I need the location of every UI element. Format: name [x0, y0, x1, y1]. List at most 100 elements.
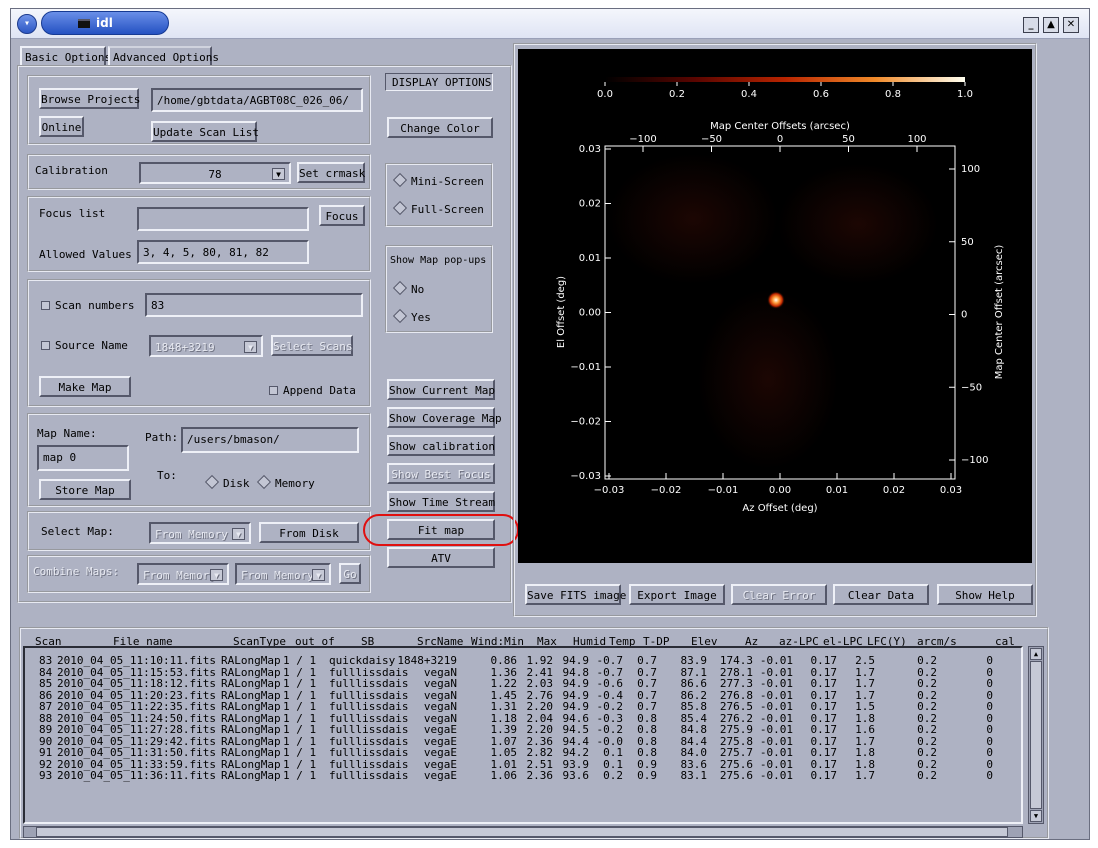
- scroll-down-icon[interactable]: ▼: [1030, 810, 1042, 822]
- scroll-thumb[interactable]: [1030, 661, 1042, 809]
- popups-yes-radio[interactable]: Yes: [392, 308, 431, 324]
- horizontal-scrollbar[interactable]: [23, 826, 1023, 838]
- store-path-field[interactable]: /users/bmason/: [181, 427, 359, 453]
- map-name-input[interactable]: map 0: [37, 445, 129, 471]
- table-cell: 2.51: [526, 757, 554, 771]
- window-menu-button[interactable]: ▾: [17, 14, 37, 34]
- vertical-scrollbar[interactable]: ▲ ▼: [1028, 646, 1044, 824]
- table-cell: 1.8: [855, 746, 875, 759]
- chevron-down-icon: ▼: [244, 341, 257, 353]
- select-scans-button[interactable]: Select Scans: [271, 335, 353, 356]
- make-map-button[interactable]: Make Map: [39, 376, 131, 397]
- table-cell: 0.17: [810, 677, 838, 690]
- path-label: Path:: [145, 431, 179, 444]
- table-row[interactable]: 83 2010_04_05_11:10:11.fits RALongMap 1 / 1…: [25, 654, 1015, 667]
- browse-projects-button[interactable]: Browse Projects: [39, 88, 140, 109]
- show-help-button[interactable]: Show Help: [937, 584, 1033, 605]
- full-screen-radio[interactable]: Full-Screen: [392, 200, 484, 216]
- clear-error-button[interactable]: Clear Error: [731, 584, 827, 605]
- table-cell: 85.4: [680, 711, 708, 725]
- table-cell: 1.01: [490, 757, 518, 771]
- select-map-memory-dropdown[interactable]: From Memory ▼: [149, 522, 251, 544]
- table-row[interactable]: 89 2010_04_05_11:27:28.fits RALongMap 1 / 1…: [25, 723, 1015, 736]
- bottom-tick-label: 0.03: [940, 485, 962, 496]
- combine-maps-label: Combine Maps:: [33, 565, 120, 578]
- source-name-checkbox[interactable]: Source Name: [41, 339, 128, 352]
- maximize-button[interactable]: ▲: [1043, 17, 1059, 33]
- column-header: SB: [361, 635, 375, 648]
- online-button[interactable]: Online: [39, 116, 84, 137]
- save-fits-image-button[interactable]: Save FITS image: [525, 584, 626, 605]
- combine-go-button[interactable]: Go: [339, 563, 361, 584]
- calibration-dropdown[interactable]: 78 ▼: [139, 162, 291, 184]
- table-cell: 0: [986, 734, 993, 748]
- table-cell: 0.2: [917, 769, 937, 782]
- change-color-button[interactable]: Change Color: [387, 117, 493, 138]
- clear-data-button[interactable]: Clear Data: [833, 584, 929, 605]
- table-cell: 1.92: [526, 654, 554, 667]
- table-cell: RALongMap: [221, 700, 281, 713]
- fit-map-button[interactable]: Fit map: [387, 519, 495, 540]
- combine-memory-dropdown-1[interactable]: From Memory ▼: [137, 563, 229, 585]
- scan-numbers-input[interactable]: 83: [145, 293, 363, 317]
- tab-basic-options[interactable]: Basic Options: [20, 46, 111, 67]
- memory-radio[interactable]: Memory: [256, 474, 315, 490]
- show-current-map-button[interactable]: Show Current Map: [387, 379, 495, 400]
- map-plot[interactable]: 0.0 0.2 0.4 0.6 0.8 1.0 −0.03 −0.02 −0.01 0.00 0.…: [518, 49, 1032, 563]
- export-image-button[interactable]: Export Image: [629, 584, 725, 605]
- table-row[interactable]: 85 2010_04_05_11:18:12.fits RALongMap 1 / 1…: [25, 677, 1015, 690]
- focus-list-input[interactable]: [137, 207, 309, 231]
- table-cell: 0.7: [637, 700, 657, 713]
- show-calibration-button[interactable]: Show calibration: [387, 435, 495, 456]
- append-data-checkbox[interactable]: Append Data: [269, 384, 356, 397]
- table-cell: 2010_04_05_11:24:50.fits: [57, 711, 216, 725]
- source-name-dropdown[interactable]: 1848+3219 ▼: [149, 335, 263, 357]
- table-row[interactable]: 88 2010_04_05_11:24:50.fits RALongMap 1 / 1…: [25, 711, 1015, 725]
- table-row[interactable]: 92 2010_04_05_11:33:59.fits RALongMap 1 / 1…: [25, 757, 1015, 771]
- show-coverage-map-button[interactable]: Show Coverage Map: [387, 407, 502, 428]
- table-cell: 0.2: [917, 711, 937, 725]
- table-cell: 83.1: [680, 769, 708, 782]
- table-cell: 2.5: [855, 654, 875, 667]
- table-row[interactable]: 90 2010_04_05_11:29:42.fits RALongMap 1 / 1…: [25, 734, 1015, 748]
- popups-no-radio[interactable]: No: [392, 280, 424, 296]
- store-map-button[interactable]: Store Map: [39, 479, 131, 500]
- atv-button[interactable]: ATV: [387, 547, 495, 568]
- scroll-up-icon[interactable]: ▲: [1030, 648, 1042, 660]
- minimize-button[interactable]: _: [1023, 17, 1039, 33]
- from-disk-button[interactable]: From Disk: [259, 522, 359, 543]
- window-title-tab[interactable]: idl: [41, 11, 169, 35]
- set-crmask-button[interactable]: Set crmask: [297, 162, 365, 183]
- table-cell: 1.36: [490, 665, 518, 679]
- show-time-stream-button[interactable]: Show Time Stream: [387, 491, 495, 512]
- colorbar-tick-label: 0.2: [669, 89, 685, 100]
- mini-screen-radio[interactable]: Mini-Screen: [392, 172, 484, 188]
- table-cell: 0: [986, 711, 993, 725]
- scan-table[interactable]: 83 2010_04_05_11:10:11.fits RALongMap 1 / 1…: [23, 646, 1023, 824]
- table-cell: 94.9: [562, 700, 590, 713]
- allowed-values-field[interactable]: 3, 4, 5, 80, 81, 82: [137, 240, 309, 264]
- table-cell: 2010_04_05_11:29:42.fits: [57, 734, 216, 748]
- hscroll-thumb[interactable]: [36, 827, 1008, 837]
- table-row[interactable]: 91 2010_04_05_11:31:50.fits RALongMap 1 / 1…: [25, 746, 1015, 759]
- table-row[interactable]: 87 2010_04_05_11:22:35.fits RALongMap 1 / 1…: [25, 700, 1015, 713]
- close-button[interactable]: ✕: [1063, 17, 1079, 33]
- bottom-tick-label: 0.02: [883, 485, 905, 496]
- focus-button[interactable]: Focus: [319, 205, 365, 226]
- colorbar-tick-label: 1.0: [957, 89, 973, 100]
- combine-memory-dropdown-2[interactable]: From Memory ▼: [235, 563, 331, 585]
- table-row[interactable]: 93 2010_04_05_11:36:11.fits RALongMap 1 / 1…: [25, 769, 1015, 782]
- table-row[interactable]: 86 2010_04_05_11:20:23.fits RALongMap 1 / 1…: [25, 688, 1015, 702]
- show-best-focus-button[interactable]: Show Best Focus: [387, 463, 495, 484]
- scan-numbers-checkbox[interactable]: Scan numbers: [41, 299, 134, 312]
- table-row[interactable]: 84 2010_04_05_11:15:53.fits RALongMap 1 / 1…: [25, 665, 1015, 679]
- table-cell: -0.0: [596, 734, 624, 748]
- column-header: LFC(Y): [867, 635, 907, 648]
- table-cell: RALongMap: [221, 746, 281, 759]
- update-scan-list-button[interactable]: Update Scan List: [151, 121, 259, 142]
- disk-radio[interactable]: Disk: [204, 474, 250, 490]
- table-cell: 0.17: [810, 757, 838, 771]
- project-path-field[interactable]: /home/gbtdata/AGBT08C_026_06/: [151, 88, 363, 112]
- table-cell: 0.7: [637, 688, 657, 702]
- tab-advanced-options[interactable]: Advanced Options: [108, 46, 219, 67]
